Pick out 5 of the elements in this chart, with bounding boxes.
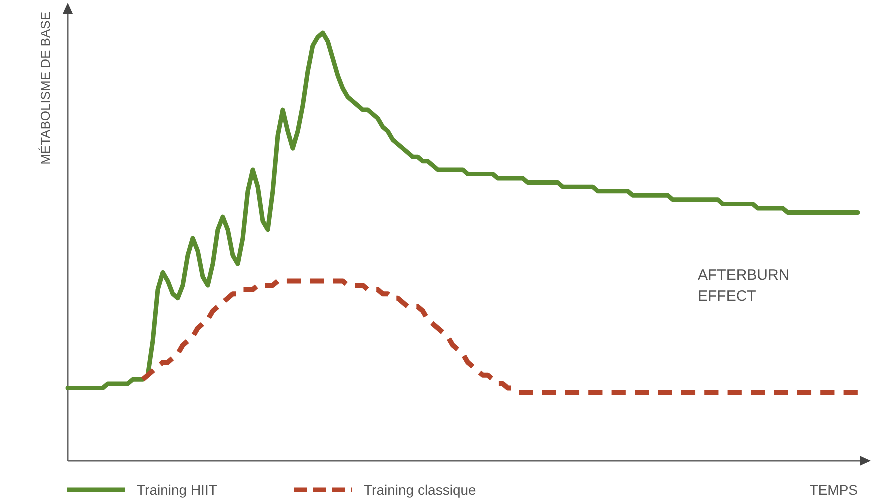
x-axis-title: TEMPS <box>810 482 858 498</box>
annotation: AFTERBURN EFFECT <box>698 267 790 305</box>
legend-label: Training classique <box>364 482 477 498</box>
y-axis-title: MÉTABOLISME DE BASE <box>38 12 53 165</box>
legend-label: Training HIIT <box>137 482 218 498</box>
